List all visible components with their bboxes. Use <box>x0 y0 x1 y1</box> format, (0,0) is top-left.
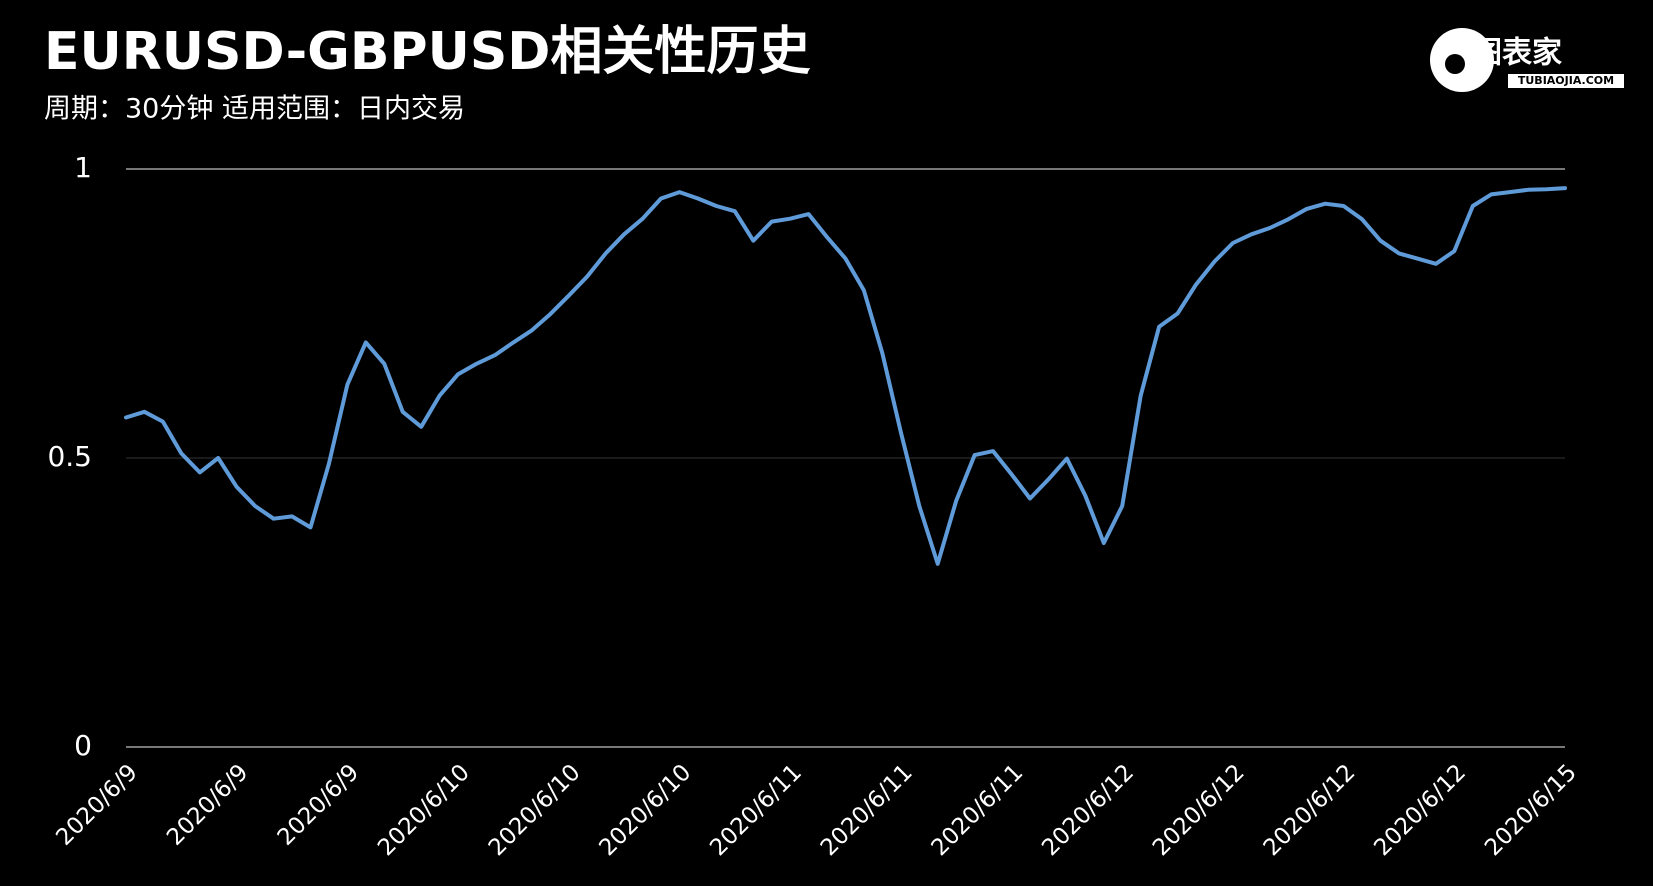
y-tick-label: 1 <box>74 151 92 184</box>
logo-name: 图表家 <box>1472 36 1562 71</box>
line <box>124 186 1567 566</box>
chart-title: EURUSD-GBPUSD相关性历史 <box>44 22 810 82</box>
y-tick-label: 0 <box>74 729 92 762</box>
logo: 图表家 TUBIAOJIA.COM <box>1430 28 1624 92</box>
logo-url-bg <box>1508 74 1624 88</box>
chart-subtitle: 周期：30分钟 适用范围：日内交易 <box>44 94 465 125</box>
logo-icon-eye <box>1445 54 1465 74</box>
y-tick-label: 0.5 <box>47 440 92 473</box>
logo-url: TUBIAOJIA.COM <box>1518 74 1614 87</box>
